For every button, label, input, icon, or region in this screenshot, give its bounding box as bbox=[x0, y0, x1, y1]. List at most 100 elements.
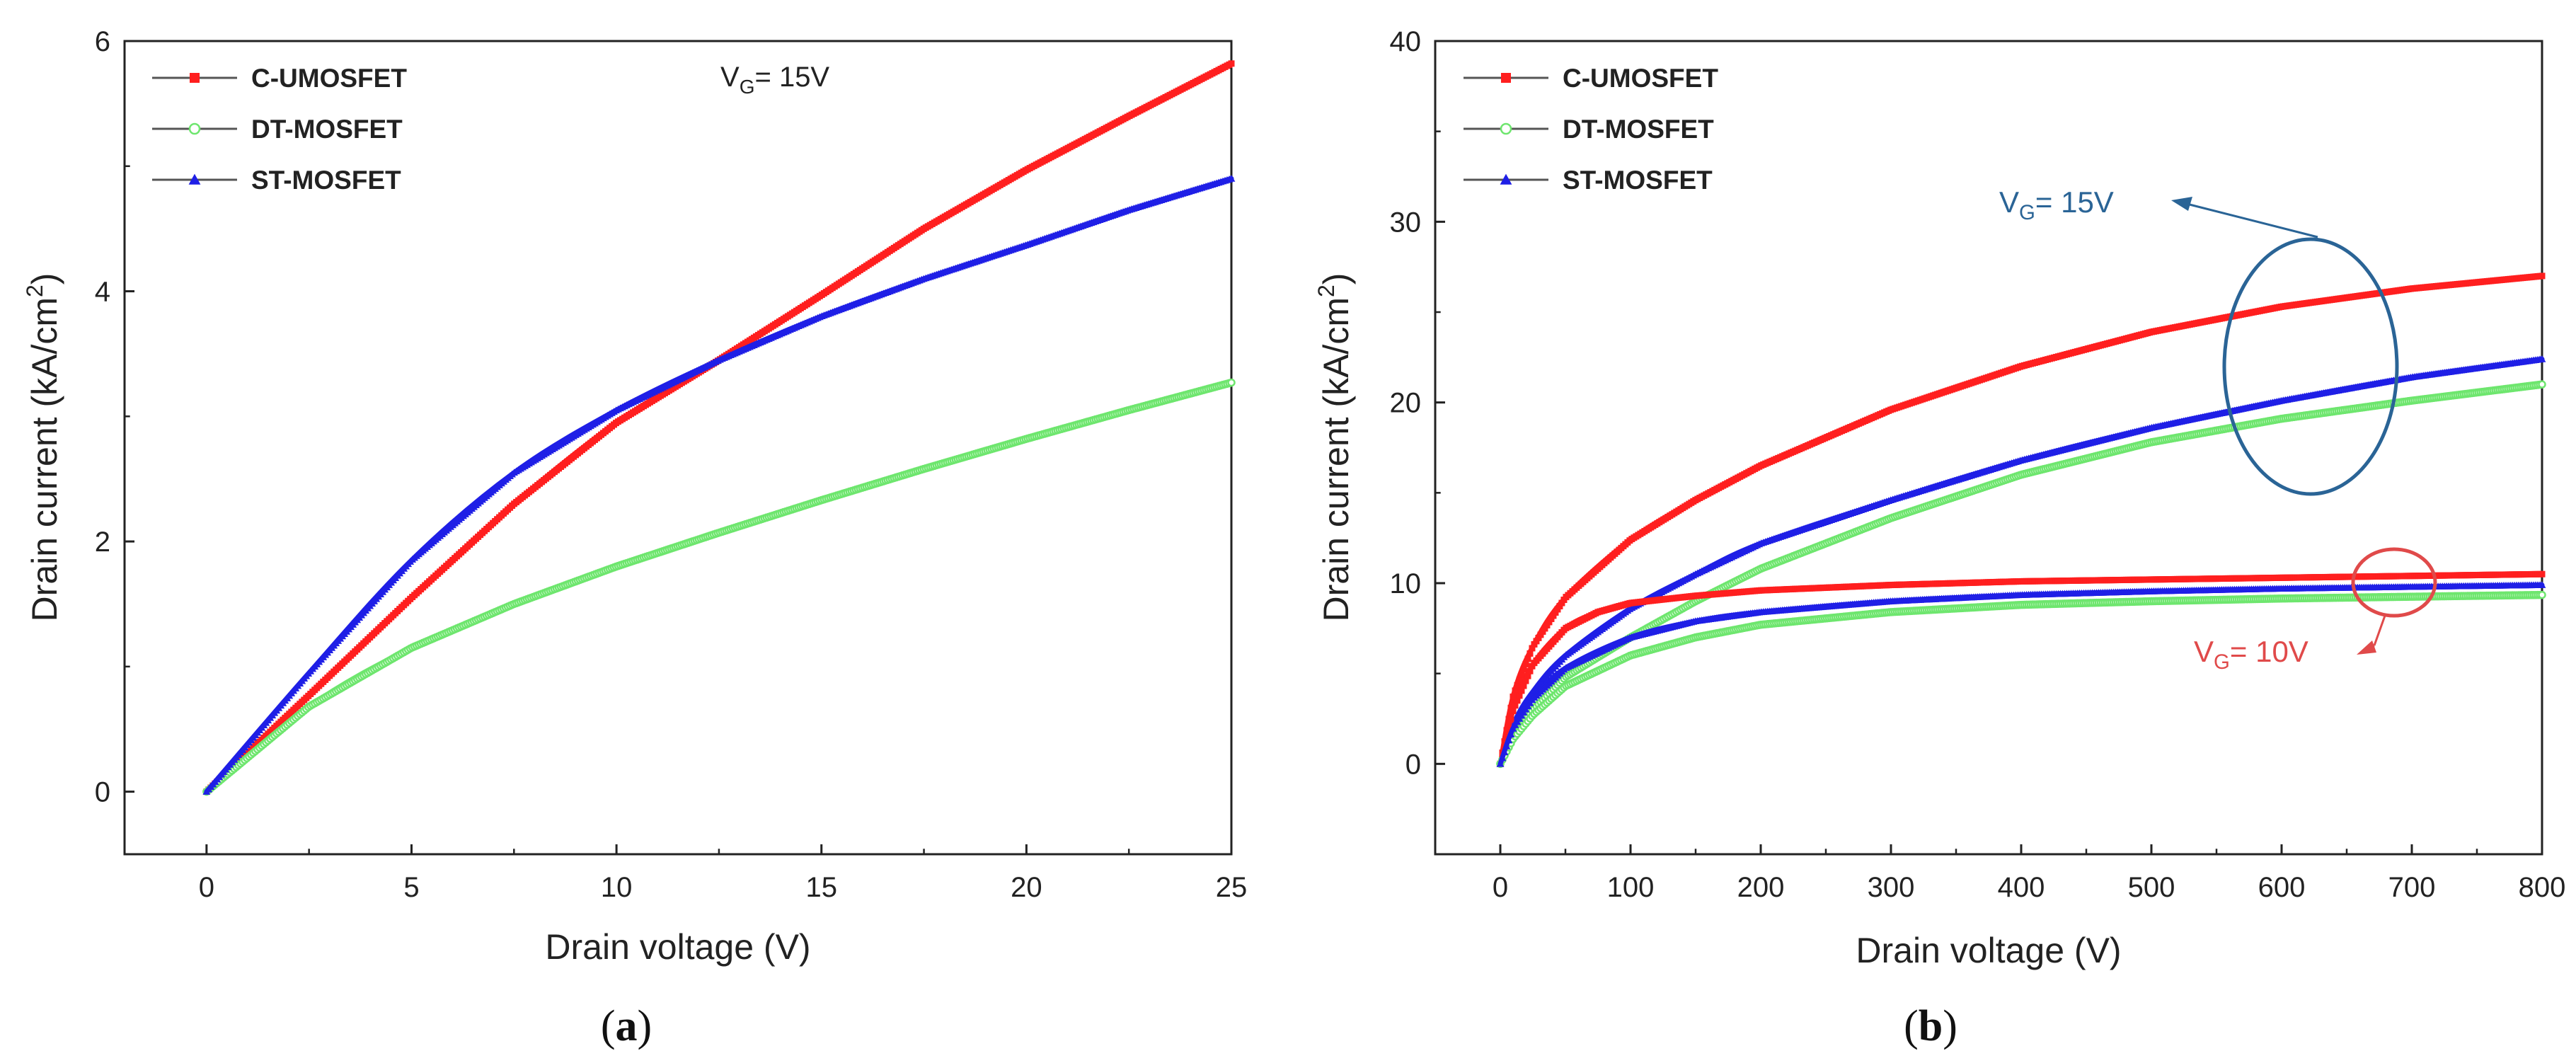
annotation-subscript: G bbox=[2214, 650, 2230, 674]
legend-marker bbox=[190, 73, 200, 83]
legend-marker bbox=[1501, 73, 1511, 83]
y-tick-label: 20 bbox=[1390, 388, 1422, 419]
legend-label: C-UMOSFET bbox=[1563, 64, 1718, 93]
annotation-label: VG= 10V bbox=[2194, 635, 2308, 674]
annotation-value: = 15V bbox=[754, 62, 829, 93]
data-point-marker bbox=[1524, 655, 1531, 662]
y-axis-label-main: Drain current (kA/cm bbox=[1316, 297, 1356, 621]
data-point-marker bbox=[1518, 687, 1525, 694]
x-tick-label: 15 bbox=[805, 872, 837, 903]
y-axis-label: Drain current (kA/cm2) bbox=[22, 273, 64, 622]
y-axis-label: Drain current (kA/cm2) bbox=[1313, 273, 1356, 622]
x-axis-label: Drain voltage (V) bbox=[1856, 931, 2121, 970]
legend-label: ST-MOSFET bbox=[1563, 166, 1713, 195]
annotation-value: = 10V bbox=[2230, 635, 2308, 668]
annotation-subscript: G bbox=[2019, 201, 2035, 224]
legend-entry: C-UMOSFET bbox=[152, 64, 407, 93]
data-point-marker bbox=[1505, 725, 1512, 732]
annotation-v: V bbox=[1999, 185, 2019, 219]
data-point-marker bbox=[1522, 660, 1529, 667]
plot-frame bbox=[123, 40, 1233, 856]
series-st-mosfet bbox=[202, 175, 1236, 795]
legend-marker bbox=[188, 122, 201, 135]
x-tick-label: 20 bbox=[1011, 872, 1042, 903]
data-point-marker bbox=[1512, 687, 1519, 694]
x-tick-label: 300 bbox=[1868, 872, 1915, 903]
y-axis-label-superscript: 2 bbox=[1313, 285, 1339, 297]
data-point-marker bbox=[1507, 716, 1514, 723]
x-tick-label: 600 bbox=[2258, 872, 2306, 903]
annotation-subscript: G bbox=[740, 76, 755, 98]
y-tick-label: 2 bbox=[95, 527, 110, 558]
x-tick-label: 200 bbox=[1737, 872, 1785, 903]
data-point-marker bbox=[1524, 672, 1531, 679]
data-point-marker bbox=[1227, 175, 1236, 182]
data-point-marker bbox=[1510, 707, 1517, 714]
x-tick-label: 700 bbox=[2388, 872, 2436, 903]
y-axis-label-close: ) bbox=[25, 273, 64, 285]
data-point-marker bbox=[1518, 671, 1525, 678]
annotation-label: VG= 15V bbox=[720, 62, 829, 98]
panel-label-close: ) bbox=[1943, 1002, 1957, 1050]
legend-label: C-UMOSFET bbox=[251, 64, 407, 93]
y-tick-label: 10 bbox=[1390, 568, 1422, 599]
series-c-umosfet-vg15v bbox=[1497, 272, 2546, 767]
x-axis-label: Drain voltage (V) bbox=[545, 927, 810, 967]
legend-entry: ST-MOSFET bbox=[152, 166, 401, 195]
legend-label: DT-MOSFET bbox=[251, 115, 403, 144]
x-tick-label: 0 bbox=[199, 872, 214, 903]
panel-label-close: ) bbox=[638, 1002, 652, 1050]
y-tick-label: 4 bbox=[95, 277, 110, 308]
data-point-marker bbox=[1529, 645, 1536, 652]
y-axis-label-close: ) bbox=[1316, 273, 1356, 285]
legend-marker bbox=[188, 173, 201, 185]
annotation-v: V bbox=[720, 62, 740, 93]
y-tick-label: 0 bbox=[95, 777, 110, 808]
panel-label-letter: b bbox=[1919, 1002, 1943, 1050]
legend-entry: DT-MOSFET bbox=[152, 115, 403, 144]
data-point-marker bbox=[2538, 355, 2546, 362]
x-tick-label: 800 bbox=[2519, 872, 2566, 903]
y-axis-label-superscript: 2 bbox=[22, 285, 47, 297]
x-tick-label: 500 bbox=[2128, 872, 2175, 903]
annotation-label: VG= 15V bbox=[1999, 185, 2114, 224]
data-point-marker bbox=[1522, 677, 1529, 684]
x-tick-label: 10 bbox=[601, 872, 633, 903]
panel-label: (b) bbox=[1904, 1002, 1957, 1050]
annotation-v: V bbox=[2194, 635, 2214, 668]
data-point-marker bbox=[1514, 697, 1521, 704]
data-point-marker bbox=[1510, 693, 1517, 700]
data-point-marker bbox=[1516, 692, 1523, 699]
y-tick-label: 6 bbox=[95, 26, 110, 57]
series-dt-mosfet-vg15v bbox=[1496, 380, 2546, 769]
series-c-umosfet-vg10v bbox=[1497, 570, 2546, 767]
series-dt-mosfet bbox=[202, 378, 1236, 796]
y-tick-label: 0 bbox=[1405, 749, 1421, 780]
plot-frame bbox=[1434, 40, 2543, 856]
legend-marker bbox=[1500, 122, 1512, 135]
data-point-marker bbox=[1516, 677, 1523, 684]
x-tick-label: 0 bbox=[1493, 872, 1508, 903]
annotation-value: = 15V bbox=[2035, 185, 2114, 219]
legend-label: ST-MOSFET bbox=[251, 166, 401, 195]
data-point-marker bbox=[1228, 60, 1235, 67]
panel-label-open: ( bbox=[601, 1002, 616, 1050]
y-axis-label-main: Drain current (kA/cm bbox=[25, 297, 64, 621]
x-tick-label: 25 bbox=[1216, 872, 1248, 903]
panel-label-open: ( bbox=[1904, 1002, 1919, 1050]
data-point-marker bbox=[1520, 682, 1527, 689]
data-point-marker bbox=[1520, 666, 1527, 673]
data-point-marker bbox=[1227, 378, 1236, 387]
series-c-umosfet bbox=[203, 60, 1235, 795]
y-tick-label: 30 bbox=[1390, 207, 1422, 238]
data-point-marker bbox=[2538, 272, 2546, 280]
data-point-marker bbox=[2538, 380, 2546, 389]
series-dt-mosfet-vg10v bbox=[1496, 590, 2546, 769]
panel-label: (a) bbox=[601, 1002, 652, 1050]
y-tick-label: 40 bbox=[1390, 26, 1422, 57]
data-point-marker bbox=[2538, 570, 2546, 578]
panel-label-letter: a bbox=[616, 1002, 638, 1050]
data-point-marker bbox=[1526, 667, 1534, 674]
